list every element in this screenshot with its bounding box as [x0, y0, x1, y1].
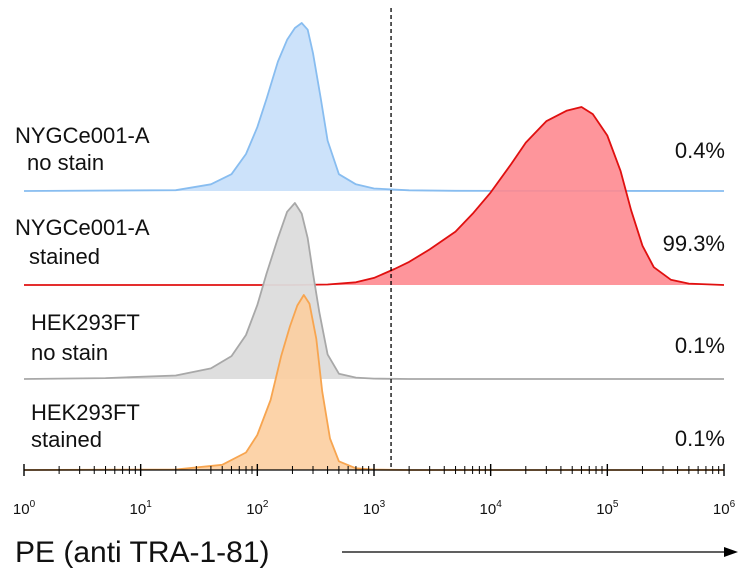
row-label-3-line1: HEK293FT	[31, 310, 140, 335]
row-label-2-line2: stained	[29, 244, 100, 269]
x-tick-exponent: 1	[146, 499, 152, 510]
x-tick-label: 106	[713, 499, 736, 518]
row-label-4-line1: HEK293FT	[31, 400, 140, 425]
x-tick-exponent: 4	[496, 499, 502, 510]
row-label-group: NYGCe001-A no stain NYGCe001-A stained H…	[15, 123, 150, 452]
row-label-2-line1: NYGCe001-A	[15, 215, 150, 240]
histogram-line-2	[24, 106, 725, 286]
row-label-1-line2: no stain	[27, 150, 104, 175]
x-tick-label: 100	[13, 499, 36, 518]
percent-label-2: 99.3%	[663, 231, 725, 256]
x-tick-label: 104	[480, 499, 503, 518]
percent-label-1: 0.4%	[675, 138, 725, 163]
x-tick-label: 101	[130, 499, 153, 518]
x-axis-arrow-head	[724, 547, 738, 557]
row-label-1-line1: NYGCe001-A	[15, 123, 150, 148]
percent-label-4: 0.1%	[675, 426, 725, 451]
x-axis-title: PE (anti TRA-1-81)	[15, 536, 270, 569]
percent-label-group: 0.4% 99.3% 0.1% 0.1%	[663, 138, 725, 451]
row-label-3-line2: no stain	[31, 340, 108, 365]
row-label-4-line2: stained	[31, 427, 102, 452]
x-tick-exponent: 6	[730, 499, 736, 510]
x-tick-exponent: 3	[380, 499, 386, 510]
histogram-fill-2	[24, 107, 724, 285]
percent-label-3: 0.1%	[675, 333, 725, 358]
histogram-line-3	[23, 202, 724, 380]
histogram-line-1	[23, 22, 725, 192]
x-tick-label: 103	[363, 499, 386, 518]
x-tick-label: 105	[596, 499, 619, 518]
x-tick-exponent: 5	[613, 499, 619, 510]
x-tick-exponent: 2	[263, 499, 269, 510]
x-tick-exponent: 0	[30, 499, 36, 510]
x-tick-label: 102	[246, 499, 269, 518]
